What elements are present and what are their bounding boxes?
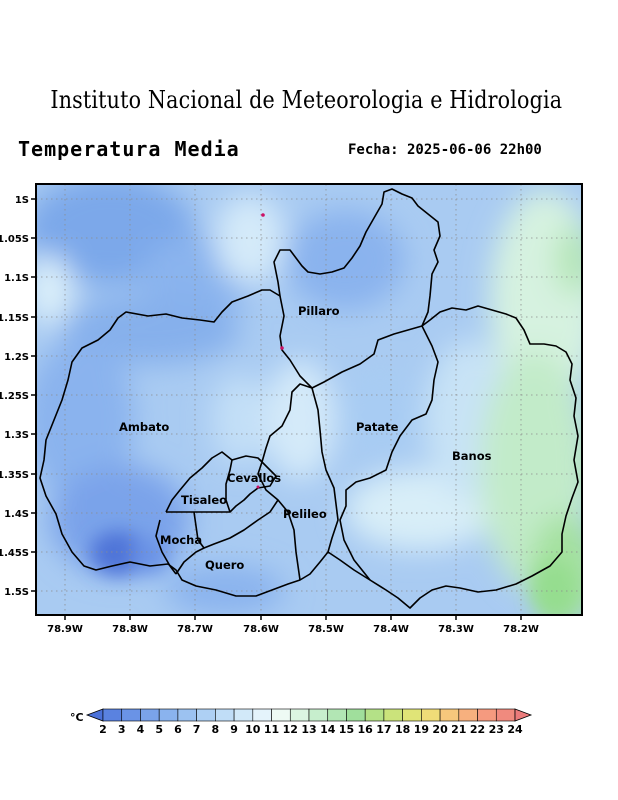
lat-tick-label: 1S bbox=[15, 195, 29, 206]
plot-frame bbox=[35, 183, 583, 616]
date-label: Fecha: 2025-06-06 22h00 bbox=[348, 142, 542, 158]
lon-tick-label: 78.7W bbox=[177, 624, 213, 635]
colorbar-unit: °C bbox=[70, 711, 84, 724]
lat-tick-label: 1.3S bbox=[4, 430, 29, 441]
lon-tick-label: 78.2W bbox=[503, 624, 539, 635]
station-dot bbox=[256, 485, 260, 489]
colorbar-tick-label: 10 bbox=[245, 723, 261, 736]
lat-tick-label: 1.5S bbox=[4, 587, 29, 598]
lat-tick-label: 1.35S bbox=[0, 470, 29, 481]
colorbar-cell bbox=[121, 708, 141, 722]
colorbar-cell bbox=[364, 708, 385, 722]
region-label: Pelileo bbox=[283, 507, 327, 521]
colorbar-cell bbox=[495, 708, 516, 722]
colorbar-tick-label: 22 bbox=[470, 723, 485, 736]
colorbar-tick-label: 20 bbox=[432, 723, 448, 736]
colorbar-tick-label: 19 bbox=[414, 723, 429, 736]
region-label: Tisaleo bbox=[181, 493, 227, 507]
canton-boundaries bbox=[39, 188, 579, 609]
colorbar-tick-label: 14 bbox=[320, 723, 336, 736]
lat-axis-labels: 1S 1.05S 1.1S 1.15S 1.2S 1.25S 1.3S 1.35… bbox=[0, 195, 29, 598]
lon-axis-labels: 78.9W 78.8W 78.7W 78.6W 78.5W 78.4W 78.3… bbox=[47, 624, 539, 635]
colorbar-cell bbox=[140, 708, 160, 722]
station-dot bbox=[261, 213, 265, 217]
colorbar-tick-label: 8 bbox=[212, 723, 220, 736]
colorbar-cell bbox=[102, 708, 123, 722]
colorbar: °C 2 3 4 5 6 7 8 9 10 11 12 13 14 15 16 17 18 19 20 21 22 23 2… bbox=[70, 708, 533, 736]
colorbar-labels: 2 3 4 5 6 7 8 9 10 11 12 13 14 15 16 17 18 19 20 21 22 23 24 bbox=[99, 723, 523, 736]
colorbar-cell bbox=[439, 708, 460, 722]
lat-tick-label: 1.45S bbox=[0, 548, 29, 559]
lon-tick-label: 78.5W bbox=[308, 624, 344, 635]
region-label: Mocha bbox=[160, 533, 202, 547]
colorbar-tick-label: 18 bbox=[395, 723, 410, 736]
colorbar-cell bbox=[158, 708, 179, 722]
temperature-field bbox=[36, 184, 582, 615]
colorbar-tick-label: 17 bbox=[376, 723, 391, 736]
lat-tick-label: 1.05S bbox=[0, 234, 29, 245]
colorbar-tick-label: 12 bbox=[283, 723, 298, 736]
tick-marks bbox=[31, 198, 522, 620]
province-outline bbox=[39, 188, 579, 609]
colorbar-tick-label: 7 bbox=[193, 723, 201, 736]
colorbar-cell bbox=[196, 708, 216, 722]
colorbar-cell bbox=[383, 708, 403, 722]
colorbar-arrow-low bbox=[85, 708, 104, 722]
colorbar-tick-label: 3 bbox=[118, 723, 126, 736]
lon-tick-label: 78.4W bbox=[373, 624, 409, 635]
colorbar-tick-label: 9 bbox=[230, 723, 238, 736]
region-label: Banos bbox=[452, 449, 492, 463]
lat-tick-label: 1.1S bbox=[4, 273, 29, 284]
lon-tick-label: 78.3W bbox=[438, 624, 474, 635]
station-dot bbox=[280, 346, 284, 350]
colorbar-cell bbox=[252, 708, 272, 722]
colorbar-cell bbox=[308, 708, 329, 722]
product-title: Temperatura Media bbox=[18, 137, 240, 161]
colorbar-tick-label: 13 bbox=[301, 723, 316, 736]
colorbar-cell bbox=[289, 708, 310, 722]
colorbar-tick-label: 16 bbox=[358, 723, 374, 736]
colorbar-tick-label: 23 bbox=[489, 723, 504, 736]
lat-tick-label: 1.4S bbox=[4, 509, 29, 520]
colorbar-tick-label: 21 bbox=[451, 723, 466, 736]
colorbar-tick-label: 11 bbox=[264, 723, 279, 736]
lon-tick-label: 78.9W bbox=[47, 624, 83, 635]
colorbar-arrow-high bbox=[514, 708, 533, 722]
colorbar-tick-label: 5 bbox=[155, 723, 163, 736]
colorbar-tick-label: 6 bbox=[174, 723, 182, 736]
colorbar-cells bbox=[85, 708, 533, 722]
region-labels: Pillaro Ambato Patate Banos Cevallos Tis… bbox=[119, 304, 492, 572]
colorbar-tick-label: 24 bbox=[507, 723, 523, 736]
lat-tick-label: 1.2S bbox=[4, 352, 29, 363]
colorbar-tick-label: 2 bbox=[99, 723, 107, 736]
colorbar-cell bbox=[346, 708, 366, 722]
region-label: Quero bbox=[205, 558, 244, 572]
colorbar-tick-label: 4 bbox=[137, 723, 145, 736]
colorbar-cell bbox=[215, 708, 235, 722]
colorbar-tick-label: 15 bbox=[339, 723, 354, 736]
colorbar-cell bbox=[421, 708, 441, 722]
colorbar-cell bbox=[327, 708, 347, 722]
region-label: Cevallos bbox=[227, 471, 281, 485]
lat-tick-label: 1.25S bbox=[0, 391, 29, 402]
region-label: Ambato bbox=[119, 420, 169, 434]
lon-tick-label: 78.8W bbox=[112, 624, 148, 635]
colorbar-cell bbox=[177, 708, 197, 722]
region-label: Pillaro bbox=[298, 304, 340, 318]
colorbar-cell bbox=[233, 708, 254, 722]
region-label: Patate bbox=[356, 420, 399, 434]
lat-tick-label: 1.15S bbox=[0, 313, 29, 324]
colorbar-cell bbox=[271, 708, 291, 722]
lon-tick-label: 78.6W bbox=[243, 624, 279, 635]
colorbar-cell bbox=[477, 708, 497, 722]
institution-title: Instituto Nacional de Meteorologia e Hid… bbox=[50, 86, 563, 114]
colorbar-cell bbox=[402, 708, 422, 722]
colorbar-cell bbox=[458, 708, 478, 722]
